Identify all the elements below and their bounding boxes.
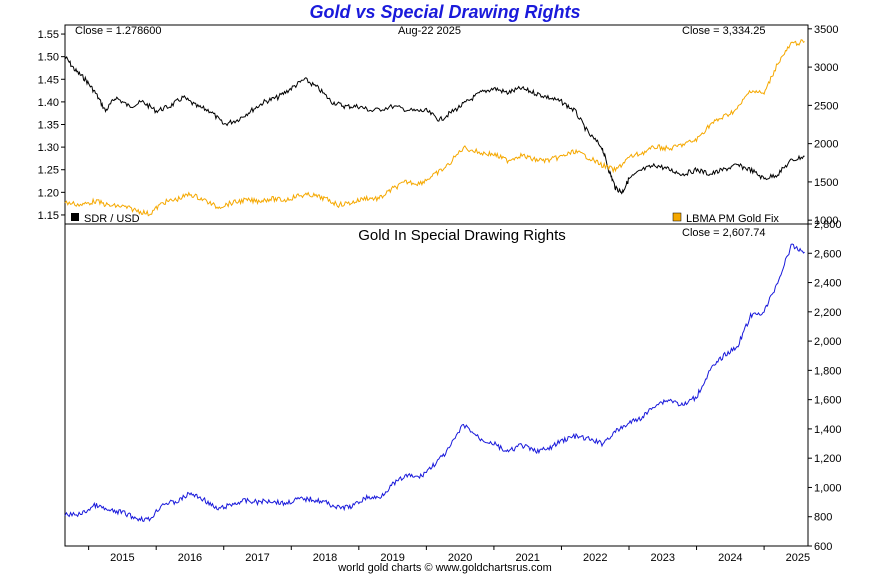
bottom-panel-title: Gold In Special Drawing Rights	[358, 227, 566, 244]
x-tick-label: 2015	[110, 552, 134, 564]
x-tick-label: 2017	[245, 552, 269, 564]
sdr-legend-swatch	[71, 213, 79, 221]
date-label: Aug-22 2025	[398, 25, 461, 37]
left-tick-label: 1.35	[38, 120, 59, 132]
left-tick-label: 1.50	[38, 52, 59, 64]
gold-legend-label: LBMA PM Gold Fix	[686, 213, 779, 225]
bottom-tick-label: 2,600	[814, 248, 842, 260]
gold-in-sdr-line	[64, 243, 805, 523]
right-tick-label: 2500	[814, 100, 838, 112]
left-tick-label: 1.20	[38, 187, 59, 199]
bottom-tick-label: 1,200	[814, 453, 842, 465]
left-tick-label: 1.15	[38, 210, 59, 222]
x-tick-label: 2025	[786, 552, 810, 564]
bottom-tick-label: 1,600	[814, 395, 842, 407]
sdr-close-label: Close = 1.278600	[75, 25, 162, 37]
top-left-axis: 1.55 1.50 1.45 1.40 1.35 1.30 1.25 1.20 1.15	[38, 29, 65, 222]
sdr-usd-line	[64, 56, 805, 195]
bottom-tick-label: 2,400	[814, 278, 842, 290]
gold-usd-line	[64, 39, 805, 217]
left-tick-label: 1.55	[38, 29, 59, 41]
bottom-tick-label: 1,000	[814, 482, 842, 494]
right-tick-label: 2000	[814, 139, 838, 151]
top-panel-frame	[64, 24, 809, 225]
bottom-tick-label: 2,200	[814, 307, 842, 319]
left-tick-label: 1.25	[38, 165, 59, 177]
x-tick-label: 2022	[583, 552, 607, 564]
left-tick-label: 1.40	[38, 97, 59, 109]
footer-credit: world gold charts © www.goldchartsrus.co…	[338, 562, 552, 574]
bottom-tick-label: 2,800	[814, 219, 842, 231]
x-tick-label: 2018	[313, 552, 337, 564]
gold-sdr-close-label: Close = 2,607.74	[682, 227, 765, 239]
bottom-tick-label: 800	[814, 512, 832, 524]
series-lines	[64, 39, 805, 523]
sdr-legend-label: SDR / USD	[84, 213, 140, 225]
bottom-tick-label: 2,000	[814, 336, 842, 348]
right-tick-label: 3000	[814, 62, 838, 74]
gold-close-label: Close = 3,334.25	[682, 25, 765, 37]
gold-legend-swatch	[672, 212, 682, 222]
bottom-tick-label: 1,800	[814, 365, 842, 377]
bottom-panel-frame	[64, 223, 809, 547]
bottom-tick-label: 600	[814, 541, 832, 553]
top-right-axis: 3500 3000 2500 2000 1500 1000	[808, 24, 838, 227]
right-tick-label: 3500	[814, 24, 838, 36]
x-tick-label: 2023	[651, 552, 675, 564]
x-tick-label: 2020	[448, 552, 472, 564]
bottom-right-axis: 2,800 2,600 2,400 2,200 2,000 1,800 1,600 1,400…	[808, 219, 842, 553]
x-tick-label: 2016	[178, 552, 202, 564]
x-axis: 2015 2016 2017 2018 2019 2020 2021 2022 2023 2024…	[88, 546, 810, 564]
left-tick-label: 1.45	[38, 74, 59, 86]
x-tick-label: 2021	[515, 552, 539, 564]
left-tick-label: 1.30	[38, 142, 59, 154]
x-tick-label: 2019	[380, 552, 404, 564]
right-tick-label: 1000	[814, 215, 838, 227]
bottom-tick-label: 1,400	[814, 424, 842, 436]
chart-title: Gold vs Special Drawing Rights	[309, 2, 581, 22]
x-tick-label: 2024	[718, 552, 742, 564]
right-tick-label: 1500	[814, 177, 838, 189]
